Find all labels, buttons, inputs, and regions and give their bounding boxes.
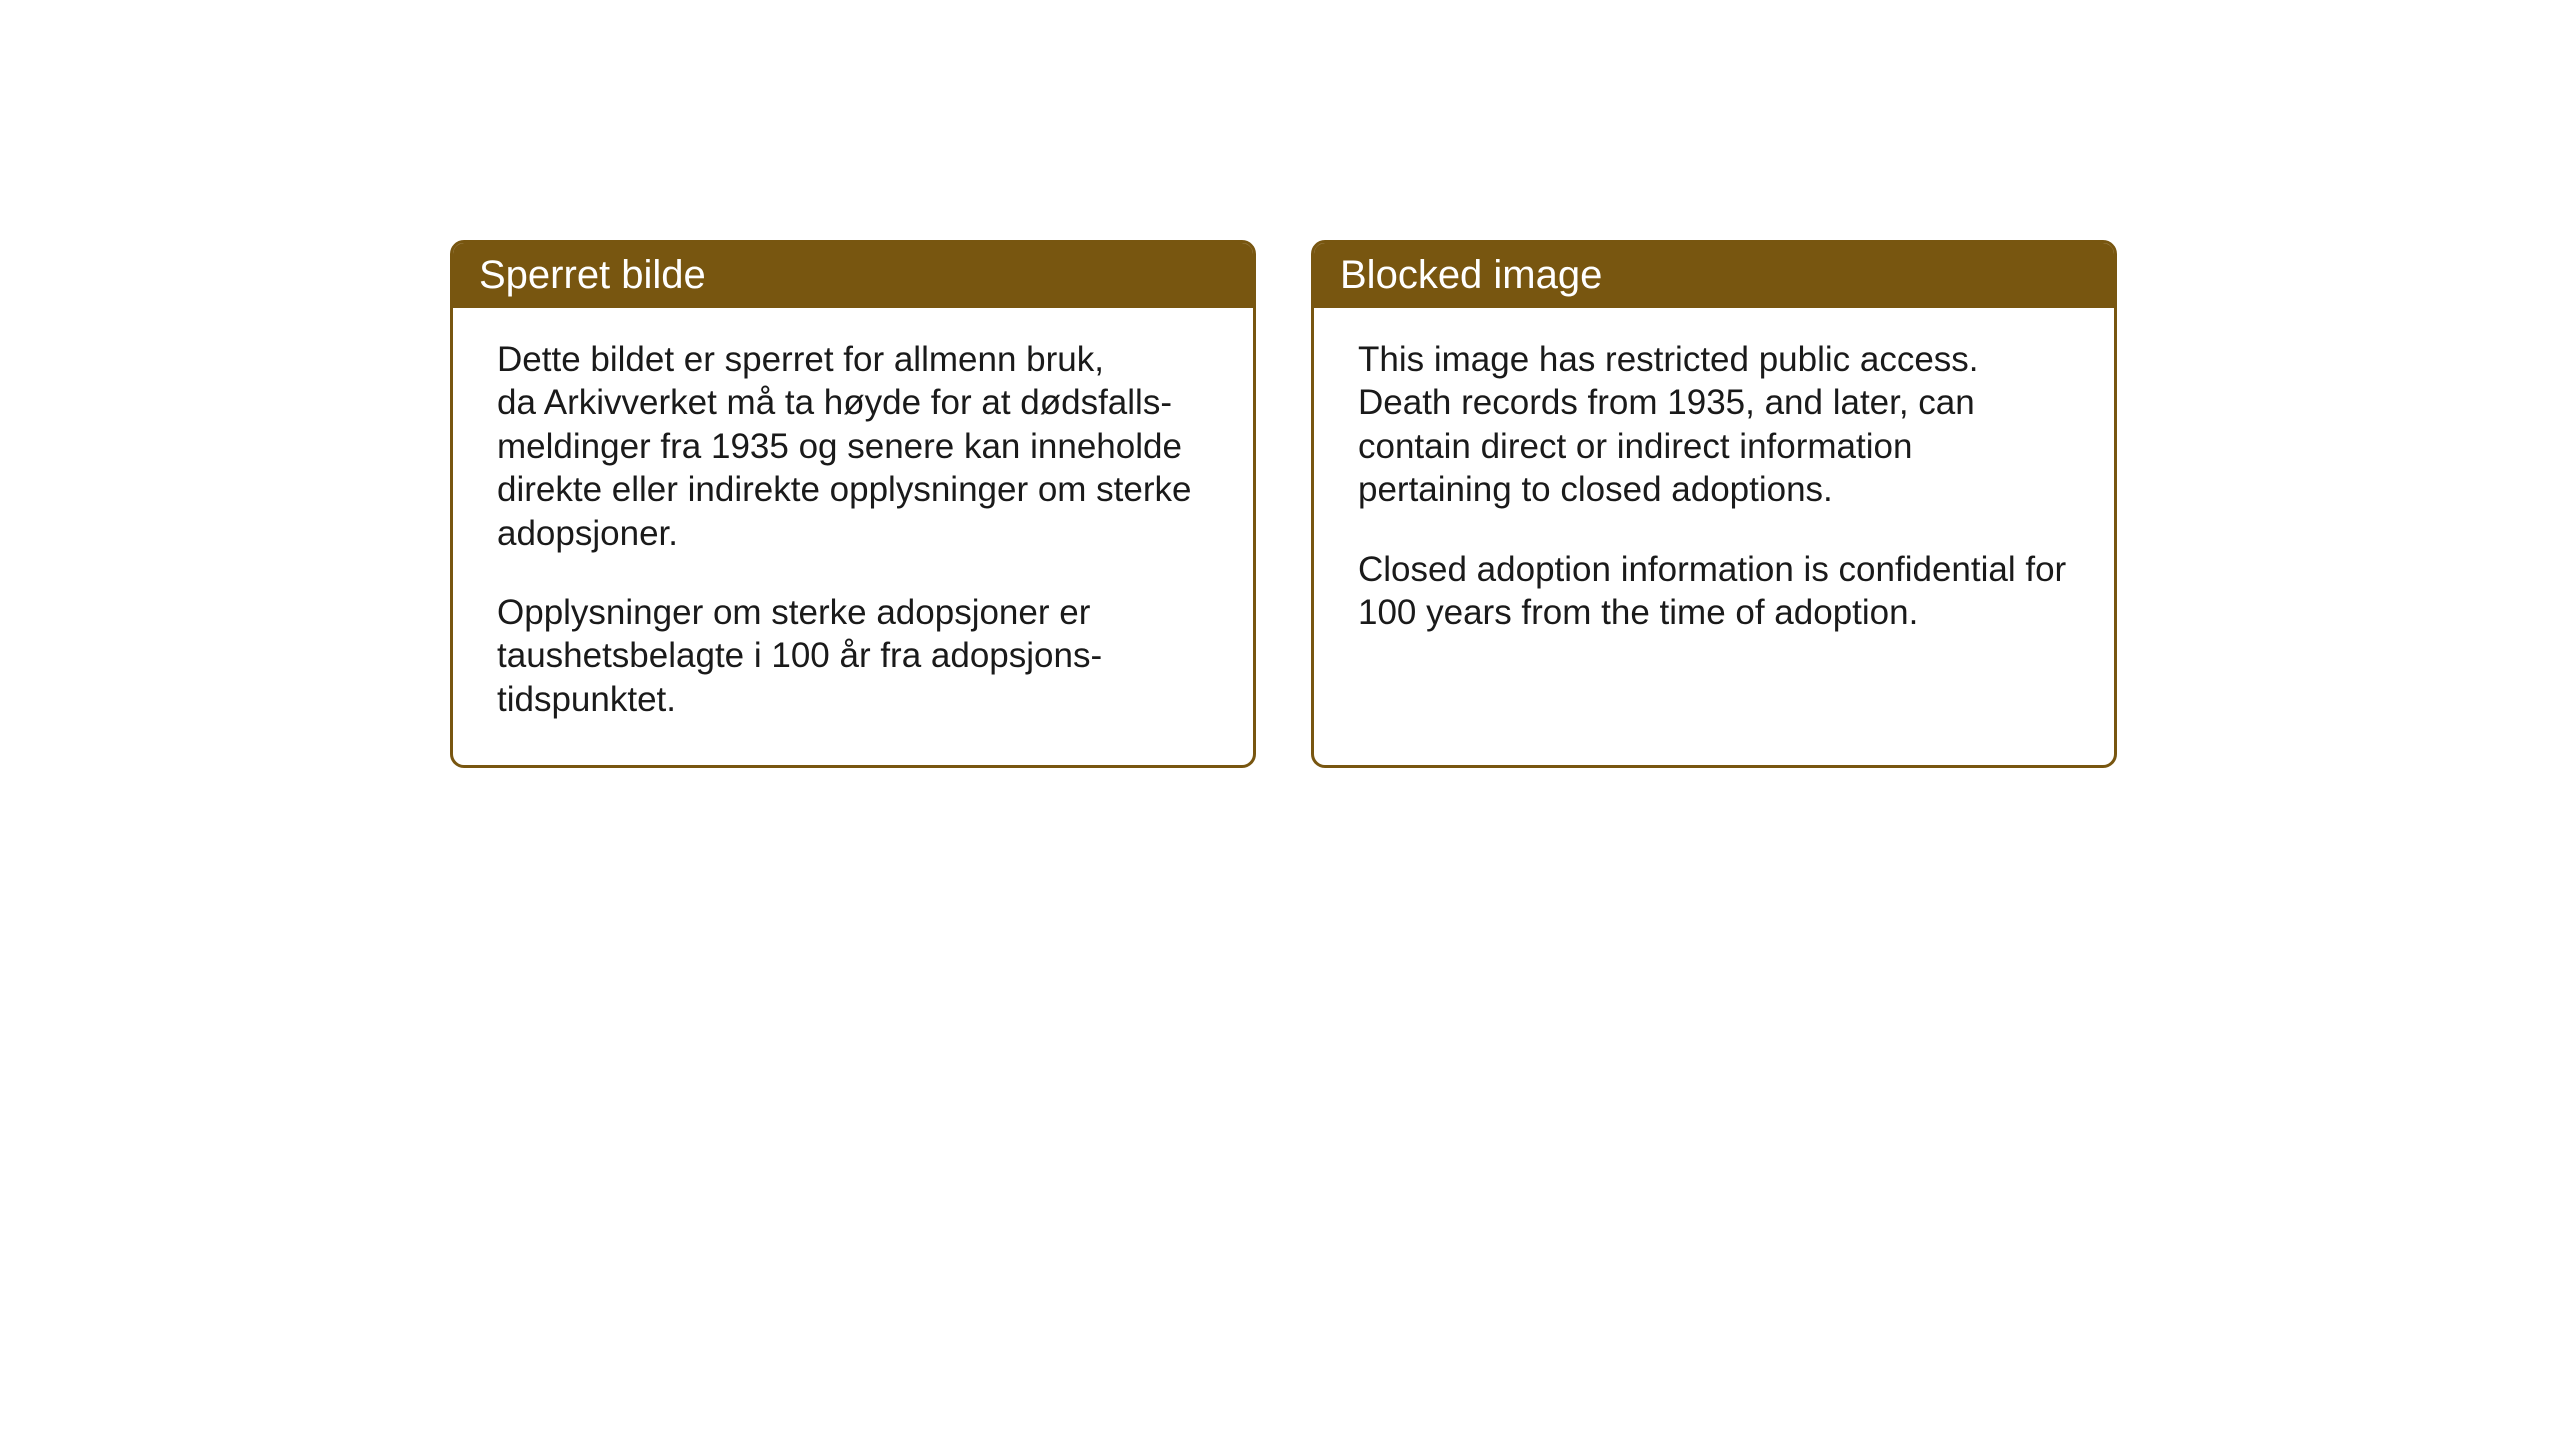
notice-header-norwegian: Sperret bilde [453, 243, 1253, 308]
notice-paragraph-1-english: This image has restricted public access.… [1358, 338, 2070, 512]
notice-header-english: Blocked image [1314, 243, 2114, 308]
notice-title-norwegian: Sperret bilde [479, 253, 706, 297]
notice-paragraph-1-norwegian: Dette bildet er sperret for allmenn bruk… [497, 338, 1209, 555]
notices-container: Sperret bilde Dette bildet er sperret fo… [450, 240, 2117, 768]
notice-body-norwegian: Dette bildet er sperret for allmenn bruk… [453, 308, 1253, 765]
notice-box-english: Blocked image This image has restricted … [1311, 240, 2117, 768]
notice-body-english: This image has restricted public access.… [1314, 308, 2114, 678]
notice-box-norwegian: Sperret bilde Dette bildet er sperret fo… [450, 240, 1256, 768]
notice-title-english: Blocked image [1340, 253, 1602, 297]
notice-paragraph-2-norwegian: Opplysninger om sterke adopsjoner er tau… [497, 591, 1209, 721]
notice-paragraph-2-english: Closed adoption information is confident… [1358, 548, 2070, 635]
